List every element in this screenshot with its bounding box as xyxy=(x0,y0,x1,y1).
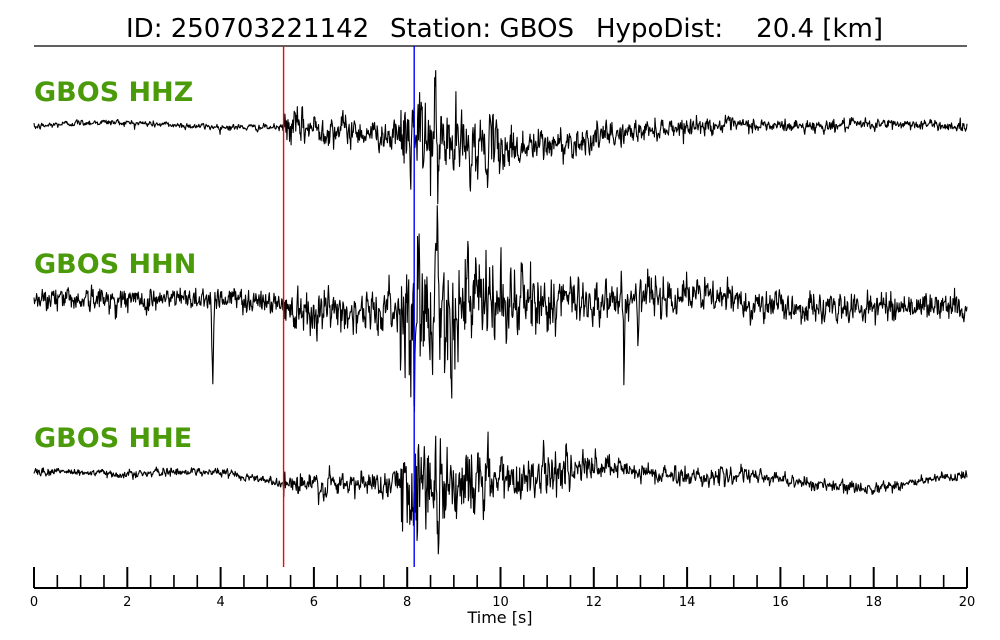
x-tick-label: 0 xyxy=(30,595,38,610)
x-tick-label: 6 xyxy=(310,595,318,610)
title-id: ID: 250703221142 xyxy=(126,14,369,44)
channel-label-hhn: GBOS HHN xyxy=(34,249,196,280)
phase-pick-lines xyxy=(282,46,415,567)
x-tick-label: 18 xyxy=(865,595,882,610)
x-tick-label: 10 xyxy=(492,595,509,610)
x-tick-label: 8 xyxy=(403,595,411,610)
waveform-hhn xyxy=(33,205,968,413)
x-tick-label: 20 xyxy=(959,595,976,610)
waveform-hhe xyxy=(33,431,968,555)
x-tick-label: 16 xyxy=(772,595,789,610)
title-hypodist: HypoDist: 20.4 [km] xyxy=(596,14,883,44)
title-station: Station: GBOS xyxy=(390,14,574,44)
channel-label-hhz: GBOS HHZ xyxy=(34,77,193,108)
x-tick-label: 2 xyxy=(123,595,131,610)
x-axis: 0 2 4 6 8 10 12 14 16 18 20 xyxy=(30,567,975,610)
x-tick-label: 4 xyxy=(216,595,224,610)
x-tick-label: 12 xyxy=(586,595,603,610)
waveform-traces xyxy=(33,70,968,555)
x-tick-label: 14 xyxy=(679,595,696,610)
channel-label-hhe: GBOS HHE xyxy=(34,423,192,454)
x-axis-label: Time [s] xyxy=(466,608,532,627)
waveform-hhz xyxy=(33,70,968,205)
